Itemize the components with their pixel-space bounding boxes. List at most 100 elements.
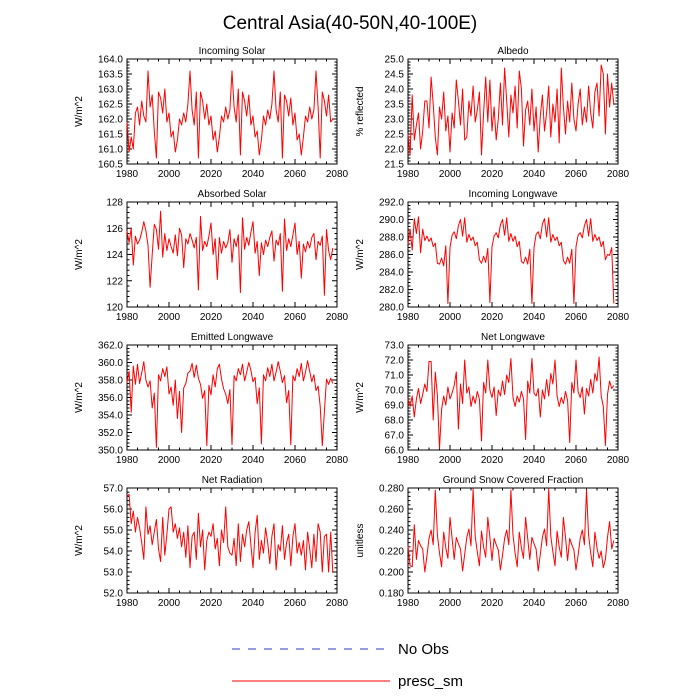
y-tick-label: 284.0 xyxy=(379,268,404,279)
x-tick-label: 2000 xyxy=(439,455,462,466)
series-line-presc-sm xyxy=(407,488,615,573)
x-tick-label: 2080 xyxy=(607,455,630,466)
x-tick-label: 2000 xyxy=(158,312,181,323)
panel-1: Albedo % reflected 1980 2000 2020 2040 2060 208… xyxy=(355,46,630,180)
x-tick-label: 1980 xyxy=(397,455,420,466)
panel-6: Net Radiation W/m^2 1980 2000 2020 2040 2060 20… xyxy=(74,475,349,609)
y-tick-label: 69.0 xyxy=(385,401,405,412)
panel-title: Net Radiation xyxy=(202,475,263,486)
y-tick-label: 66.0 xyxy=(385,446,405,457)
x-tick-label: 2060 xyxy=(565,312,588,323)
x-tick-label: 2060 xyxy=(284,312,307,323)
x-tick-label: 2060 xyxy=(284,169,307,180)
y-tick-label: 164.0 xyxy=(98,55,123,66)
y-tick-label: 128 xyxy=(106,198,123,209)
y-tick-label: 282.0 xyxy=(379,285,404,296)
y-tick-label: 70.0 xyxy=(385,386,405,397)
x-tick-label: 2040 xyxy=(242,169,265,180)
y-axis-label: W/m^2 xyxy=(74,239,85,270)
x-tick-label: 1980 xyxy=(397,169,420,180)
x-tick-label: 2040 xyxy=(523,169,546,180)
figure-title: Central Asia(40-50N,40-100E) xyxy=(223,13,478,34)
legend-label-presc-sm: presc_sm xyxy=(398,673,463,690)
y-tick-label: 358.0 xyxy=(98,376,123,387)
series-line-presc-sm xyxy=(407,356,615,449)
series-line-presc-sm xyxy=(126,210,334,296)
x-tick-label: 1980 xyxy=(397,598,420,609)
panel-5: Net Longwave W/m^2 1980 2000 2020 2040 2060 208… xyxy=(355,332,630,466)
y-tick-label: 23.0 xyxy=(385,115,405,126)
panel-title: Emitted Longwave xyxy=(191,332,274,343)
panel-title: Albedo xyxy=(497,46,529,57)
x-tick-label: 2020 xyxy=(481,169,504,180)
x-tick-label: 2080 xyxy=(326,169,349,180)
legend: No Obs presc_sm xyxy=(232,641,463,690)
y-tick-label: 292.0 xyxy=(379,198,404,209)
y-tick-label: 162.5 xyxy=(98,100,123,111)
y-tick-label: 161.5 xyxy=(98,130,123,141)
y-tick-label: 0.200 xyxy=(379,568,404,579)
y-tick-label: 124 xyxy=(106,250,123,261)
y-tick-label: 122 xyxy=(106,276,123,287)
x-tick-label: 2040 xyxy=(523,312,546,323)
x-tick-label: 2000 xyxy=(158,455,181,466)
x-tick-label: 2000 xyxy=(158,598,181,609)
y-axis-label: % reflected xyxy=(355,86,366,136)
y-tick-label: 286.0 xyxy=(379,250,404,261)
panel-title: Ground Snow Covered Fraction xyxy=(443,475,584,486)
y-tick-label: 68.0 xyxy=(385,416,405,427)
y-tick-label: 360.0 xyxy=(98,358,123,369)
y-tick-label: 0.260 xyxy=(379,505,404,516)
y-tick-label: 54.0 xyxy=(104,547,124,558)
panel-2: Absorbed Solar W/m^2 1980 2000 2020 2040 2060 2… xyxy=(74,189,349,323)
y-tick-label: 25.0 xyxy=(385,55,405,66)
x-tick-label: 2000 xyxy=(439,598,462,609)
y-axis-label: W/m^2 xyxy=(74,96,85,127)
x-tick-label: 2080 xyxy=(326,455,349,466)
y-tick-label: 71.0 xyxy=(385,371,405,382)
series-line-presc-sm xyxy=(407,64,615,156)
series-line-presc-sm xyxy=(407,216,615,304)
y-tick-label: 356.0 xyxy=(98,393,123,404)
x-tick-label: 2080 xyxy=(326,312,349,323)
y-tick-label: 53.0 xyxy=(104,568,124,579)
panel-7: Ground Snow Covered Fraction unitless 1980… xyxy=(355,475,630,609)
x-tick-label: 2060 xyxy=(284,455,307,466)
y-tick-label: 160.5 xyxy=(98,160,123,171)
x-tick-label: 2020 xyxy=(200,598,223,609)
x-tick-label: 2040 xyxy=(523,598,546,609)
x-tick-label: 2060 xyxy=(565,455,588,466)
x-tick-label: 2080 xyxy=(326,598,349,609)
y-tick-label: 354.0 xyxy=(98,411,123,422)
panel-frame xyxy=(407,487,619,594)
y-tick-label: 73.0 xyxy=(385,341,405,352)
panels-group: Incoming Solar W/m^2 1980 2000 2020 2040 2060 2… xyxy=(74,46,630,609)
x-tick-label: 2020 xyxy=(481,312,504,323)
y-tick-label: 290.0 xyxy=(379,215,404,226)
y-tick-label: 0.180 xyxy=(379,589,404,600)
panel-title: Incoming Longwave xyxy=(469,189,558,200)
y-tick-label: 56.0 xyxy=(104,505,124,516)
x-tick-label: 1980 xyxy=(397,312,420,323)
x-tick-label: 2080 xyxy=(607,598,630,609)
y-tick-label: 72.0 xyxy=(385,356,405,367)
x-tick-label: 2080 xyxy=(607,169,630,180)
panel-3: Incoming Longwave W/m^2 1980 2000 2020 2040 20… xyxy=(355,189,630,323)
y-tick-label: 67.0 xyxy=(385,431,405,442)
panel-title: Net Longwave xyxy=(481,332,545,343)
y-axis-label: unitless xyxy=(355,524,366,558)
x-tick-label: 2020 xyxy=(200,455,223,466)
x-tick-label: 2060 xyxy=(284,598,307,609)
y-tick-label: 280.0 xyxy=(379,303,404,314)
x-tick-label: 1980 xyxy=(116,455,139,466)
panel-frame xyxy=(126,201,338,308)
y-tick-label: 352.0 xyxy=(98,428,123,439)
x-tick-label: 2040 xyxy=(523,455,546,466)
y-tick-label: 22.5 xyxy=(385,130,405,141)
panel-title: Incoming Solar xyxy=(199,46,266,57)
y-axis-label: W/m^2 xyxy=(74,525,85,556)
y-tick-label: 126 xyxy=(106,224,123,235)
y-tick-label: 21.5 xyxy=(385,160,405,171)
legend-label-no-obs: No Obs xyxy=(398,641,449,658)
